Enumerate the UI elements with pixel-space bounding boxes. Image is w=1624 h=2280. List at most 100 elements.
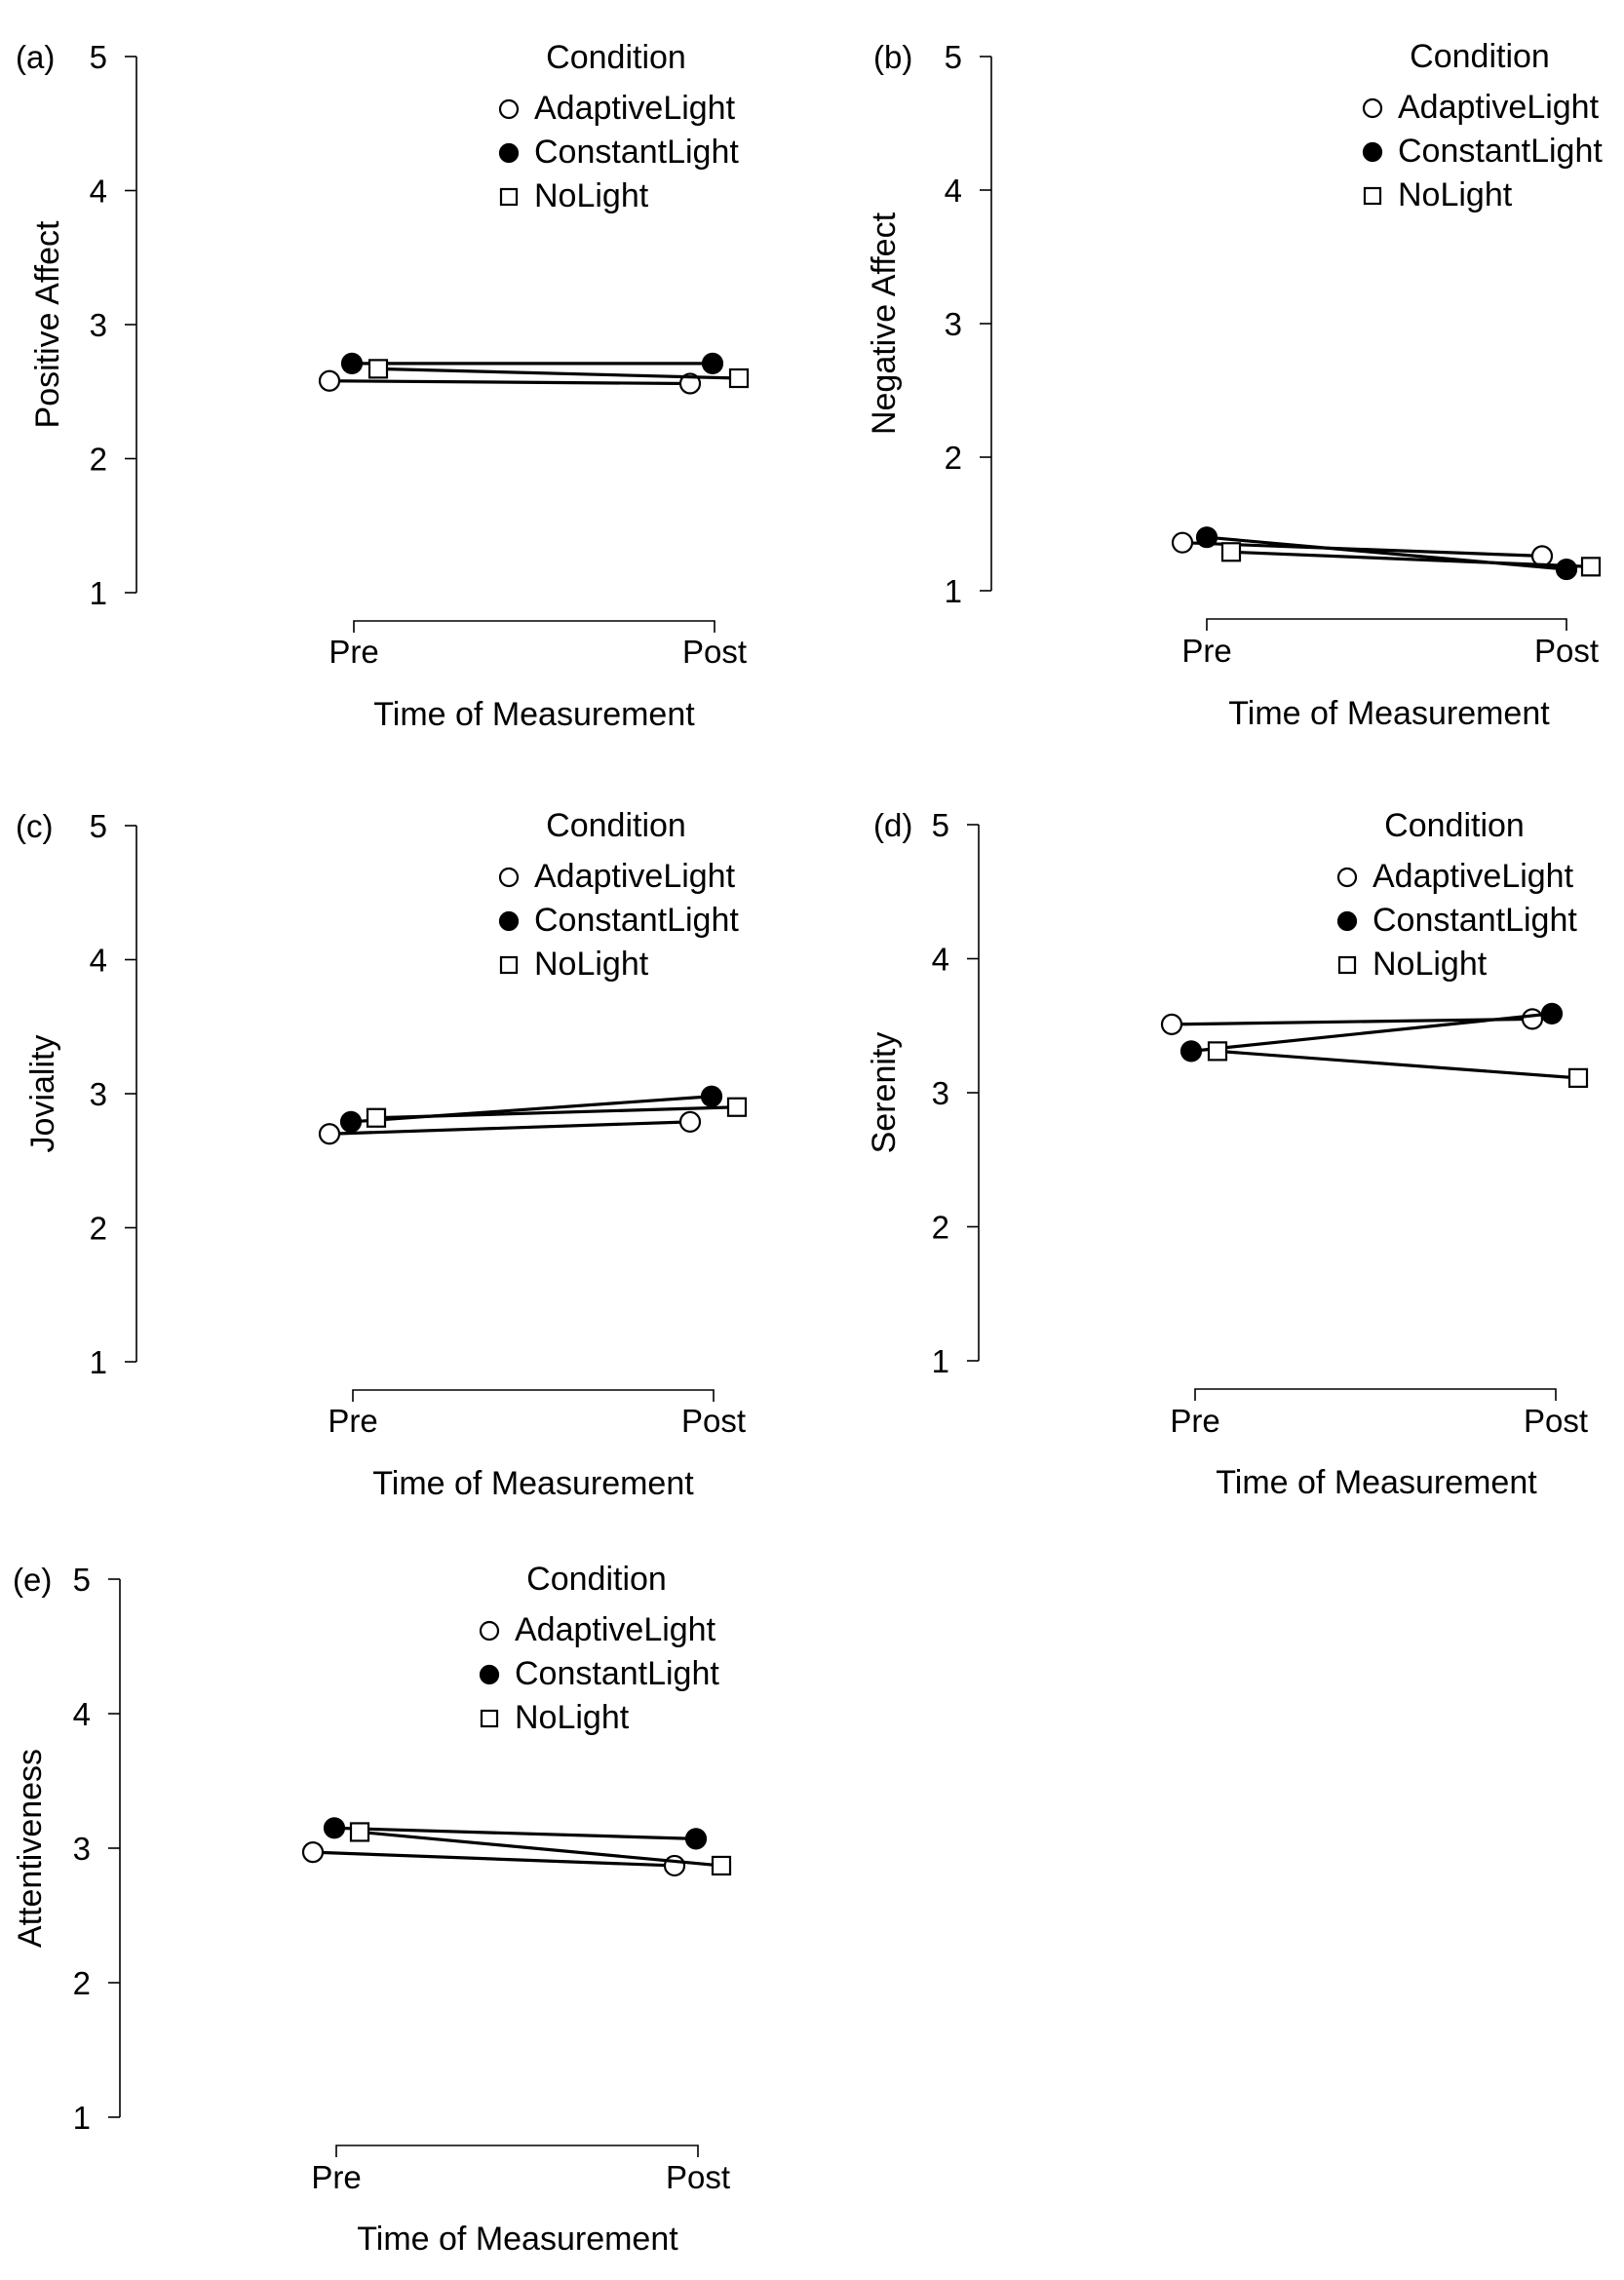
panel-d: (d) 1 2 3 4 5 Serenity Pre Post Time of Measureme… xyxy=(866,807,1589,1501)
panel-label: (e) xyxy=(13,1562,52,1598)
legend-marker-adaptivelight xyxy=(498,98,520,120)
legend-marker-constantlight xyxy=(1336,910,1358,932)
series-line-nolight xyxy=(1217,1049,1579,1080)
x-tick-label: Pre xyxy=(1170,1403,1219,1439)
panel-e: (e) 1 2 3 4 5 Attentiveness Pre Post Time of Meas… xyxy=(12,1561,732,2258)
x-axis-line xyxy=(1206,618,1567,631)
legend: Condition AdaptiveLight ConstantLight NoLig… xyxy=(1336,807,1577,983)
point-constantlight-pre xyxy=(1195,526,1218,549)
y-tick-label: 4 xyxy=(90,943,107,979)
y-tick-label: 2 xyxy=(90,1211,107,1247)
point-adaptivelight-pre xyxy=(318,1123,341,1145)
y-tick-label: 5 xyxy=(932,807,949,843)
x-tick-label: Post xyxy=(1524,1403,1588,1439)
x-axis-line xyxy=(335,2145,699,2157)
x-tick-label: Post xyxy=(681,1403,746,1439)
point-constantlight-post xyxy=(700,1085,723,1107)
legend-marker-constantlight xyxy=(498,910,520,932)
legend-marker-constantlight xyxy=(479,1664,500,1685)
point-constantlight-pre xyxy=(1179,1040,1203,1063)
x-axis-label: Time of Measurement xyxy=(372,1465,694,1502)
point-nolight-pre xyxy=(349,1822,370,1842)
x-tick-label: Pre xyxy=(329,634,378,670)
series-line-adaptivelight xyxy=(312,1850,676,1868)
x-axis-label: Time of Measurement xyxy=(1228,695,1550,732)
y-axis-label: Serenity xyxy=(866,1032,903,1154)
y-tick-label: 3 xyxy=(73,1831,91,1867)
x-axis-label: Time of Measurement xyxy=(373,696,695,733)
x-axis-label: Time of Measurement xyxy=(1216,1464,1537,1501)
series-line-nolight xyxy=(359,1830,722,1868)
point-adaptivelight-post xyxy=(678,372,702,395)
point-nolight-pre xyxy=(366,1107,387,1128)
x-tick-label: Post xyxy=(1534,633,1599,669)
point-adaptivelight-post xyxy=(678,1110,702,1133)
legend-title: Condition xyxy=(546,39,686,76)
point-constantlight-post xyxy=(1555,558,1578,581)
y-tick-label: 2 xyxy=(945,440,962,476)
series-line-adaptivelight xyxy=(1181,541,1543,558)
panel-b: (b) 1 2 3 4 5 Negative Affect Pre Post Time of Me… xyxy=(866,38,1603,732)
legend-marker-nolight xyxy=(1363,186,1382,206)
legend-marker-adaptivelight xyxy=(479,1620,500,1642)
y-tick-label: 3 xyxy=(945,306,962,342)
y-tick-label: 2 xyxy=(73,1965,91,2001)
legend-label-adaptivelight: AdaptiveLight xyxy=(1373,858,1574,895)
legend-marker-nolight xyxy=(1337,955,1357,975)
legend-title: Condition xyxy=(526,1561,667,1598)
legend-title: Condition xyxy=(546,807,686,844)
legend-label-constantlight: ConstantLight xyxy=(515,1655,719,1692)
legend-marker-adaptivelight xyxy=(1362,97,1383,119)
legend-label-nolight: NoLight xyxy=(534,946,649,983)
y-tick-label: 1 xyxy=(932,1343,949,1379)
series-line-constantlight xyxy=(1190,1012,1553,1053)
y-axis-label: Attentiveness xyxy=(12,1749,49,1948)
legend-marker-constantlight xyxy=(1362,141,1383,163)
point-nolight-pre xyxy=(1220,542,1242,562)
x-axis-line xyxy=(1194,1388,1557,1401)
x-tick-label: Post xyxy=(682,634,747,670)
point-nolight-post xyxy=(1567,1067,1589,1088)
y-tick-label: 5 xyxy=(90,39,107,75)
point-adaptivelight-pre xyxy=(301,1841,325,1864)
legend-label-adaptivelight: AdaptiveLight xyxy=(515,1611,716,1648)
y-tick-label: 3 xyxy=(932,1075,949,1111)
legend-marker-adaptivelight xyxy=(1336,867,1358,888)
y-tick-label: 1 xyxy=(945,573,962,609)
legend-label-constantlight: ConstantLight xyxy=(534,902,739,939)
point-adaptivelight-post xyxy=(663,1854,686,1877)
point-constantlight-pre xyxy=(340,352,364,374)
y-tick-label: 4 xyxy=(932,942,949,978)
legend-title: Condition xyxy=(1410,38,1550,75)
x-tick-label: Post xyxy=(666,2159,730,2195)
legend: Condition AdaptiveLight ConstantLight NoLig… xyxy=(479,1561,719,1736)
x-axis-label: Time of Measurement xyxy=(357,2221,678,2258)
point-nolight-post xyxy=(711,1855,732,1876)
y-tick-label: 1 xyxy=(90,575,107,611)
point-adaptivelight-pre xyxy=(1171,531,1194,554)
series-line-adaptivelight xyxy=(329,379,691,386)
y-tick-label: 2 xyxy=(932,1210,949,1246)
legend-marker-nolight xyxy=(480,1709,499,1728)
point-adaptivelight-pre xyxy=(318,369,341,392)
point-adaptivelight-post xyxy=(1530,545,1554,567)
x-tick-label: Pre xyxy=(328,1403,377,1439)
legend-label-nolight: NoLight xyxy=(515,1699,630,1736)
legend-label-nolight: NoLight xyxy=(1373,946,1488,983)
series-line-adaptivelight xyxy=(329,1120,691,1136)
y-tick-label: 4 xyxy=(945,173,962,209)
legend-label-adaptivelight: AdaptiveLight xyxy=(534,90,736,127)
legend-marker-constantlight xyxy=(498,142,520,164)
point-constantlight-pre xyxy=(323,1817,346,1839)
y-axis-label: Joviality xyxy=(24,1035,61,1153)
legend: Condition AdaptiveLight ConstantLight NoLig… xyxy=(1362,38,1603,213)
y-tick-label: 5 xyxy=(90,808,107,844)
legend-label-nolight: NoLight xyxy=(534,177,649,214)
y-tick-label: 1 xyxy=(73,2100,91,2136)
series-line-nolight xyxy=(1230,550,1592,568)
y-axis-label: Positive Affect xyxy=(29,220,66,428)
legend-title: Condition xyxy=(1384,807,1525,844)
point-nolight-pre xyxy=(1207,1041,1228,1062)
point-nolight-post xyxy=(728,367,750,389)
